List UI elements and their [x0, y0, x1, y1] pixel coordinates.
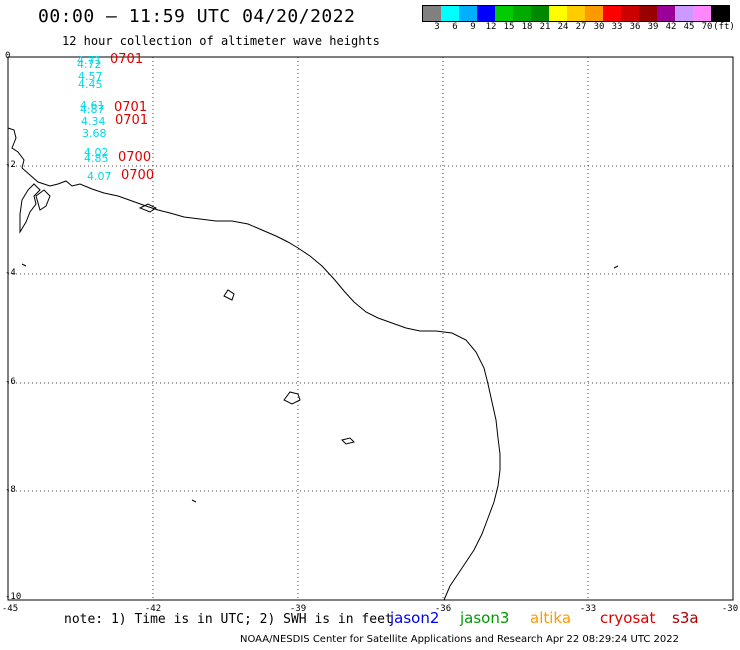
- colorbar-label: 27: [575, 22, 587, 32]
- colorbar-swatch: [441, 6, 459, 21]
- lat-label: 0: [5, 51, 11, 61]
- coastline: [7, 127, 619, 601]
- colorbar-label: 3: [434, 22, 440, 32]
- page-title: 00:00 – 11:59 UTC 04/20/2022: [38, 6, 356, 27]
- lon-label: -42: [144, 604, 162, 614]
- map-frame: [7, 56, 734, 601]
- swh-value: 3.68: [82, 127, 107, 140]
- swh-value: 4.87: [80, 103, 105, 116]
- colorbar-swatch: [567, 6, 585, 21]
- swh-value: 4.07: [87, 170, 112, 183]
- colorbar-label: 21: [539, 22, 551, 32]
- lat-label: -6: [5, 377, 16, 387]
- legend-jason2: jason2: [390, 609, 440, 627]
- swh-value: 4.61: [80, 99, 105, 112]
- colorbar-swatch: [693, 6, 711, 21]
- obs-time: 0701: [114, 100, 148, 115]
- colorbar-swatch: [621, 6, 639, 21]
- colorbar-swatch: [549, 6, 567, 21]
- swh-colorbar: [422, 5, 730, 22]
- lon-label: -45: [1, 604, 19, 614]
- colorbar-swatch: [531, 6, 549, 21]
- legend-s3a: s3a: [672, 609, 699, 627]
- colorbar-swatch: [603, 6, 621, 21]
- colorbar-label: 39: [647, 22, 659, 32]
- colorbar-label: 9: [470, 22, 476, 32]
- footer-note: note: 1) Time is in UTC; 2) SWH is in fe…: [64, 612, 393, 627]
- obs-time: 0700: [121, 168, 155, 183]
- colorbar-swatch: [657, 6, 675, 21]
- colorbar-label: 70: [701, 22, 713, 32]
- lat-label: -10: [5, 592, 22, 602]
- colorbar-swatch: [423, 6, 441, 21]
- colorbar-labels: 3 6 9 12 15 18 21 24 27 30 33 36 39 42 4…: [422, 22, 740, 34]
- colorbar-swatch: [711, 6, 729, 21]
- colorbar-label: 6: [452, 22, 458, 32]
- colorbar-label: 12: [485, 22, 497, 32]
- colorbar-label: 24: [557, 22, 569, 32]
- colorbar-swatch: [477, 6, 495, 21]
- swh-value: 4.71: [77, 54, 102, 67]
- colorbar-swatch: [585, 6, 603, 21]
- lon-label: -30: [721, 604, 739, 614]
- credit-line: NOAA/NESDIS Center for Satellite Applica…: [240, 634, 679, 645]
- lat-label: -2: [5, 160, 16, 170]
- colorbar-label: 18: [521, 22, 533, 32]
- colorbar-swatch: [513, 6, 531, 21]
- lon-label: -39: [289, 604, 307, 614]
- obs-time: 0701: [115, 113, 149, 128]
- page-subtitle: 12 hour collection of altimeter wave hei…: [62, 34, 380, 48]
- colorbar-swatch: [495, 6, 513, 21]
- legend-jason3: jason3: [460, 609, 510, 627]
- colorbar-swatch: [639, 6, 657, 21]
- swh-value: 4.85: [84, 152, 109, 165]
- swh-value: 4.45: [78, 78, 103, 91]
- lat-label: -4: [5, 268, 16, 278]
- lon-label: -33: [579, 604, 597, 614]
- colorbar-label: 33: [611, 22, 623, 32]
- legend-altika: altika: [530, 609, 572, 627]
- colorbar-label: 15: [503, 22, 515, 32]
- swh-value: 4.34: [81, 115, 106, 128]
- swh-value: 4.02: [84, 146, 109, 159]
- colorbar-label: 42: [665, 22, 677, 32]
- legend-cryosat: cryosat: [600, 609, 656, 627]
- obs-time: 0701: [110, 52, 144, 67]
- lon-label: -36: [434, 604, 452, 614]
- swh-value: 4.57: [78, 70, 103, 83]
- colorbar-label: 45: [683, 22, 695, 32]
- colorbar-swatch: [459, 6, 477, 21]
- swh-value: 4.72: [77, 58, 102, 71]
- colorbar-unit: (ft): [713, 22, 735, 32]
- colorbar-swatch: [675, 6, 693, 21]
- colorbar-label: 30: [593, 22, 605, 32]
- colorbar-label: 36: [629, 22, 641, 32]
- lat-label: -8: [5, 485, 16, 495]
- obs-time: 0700: [118, 150, 152, 165]
